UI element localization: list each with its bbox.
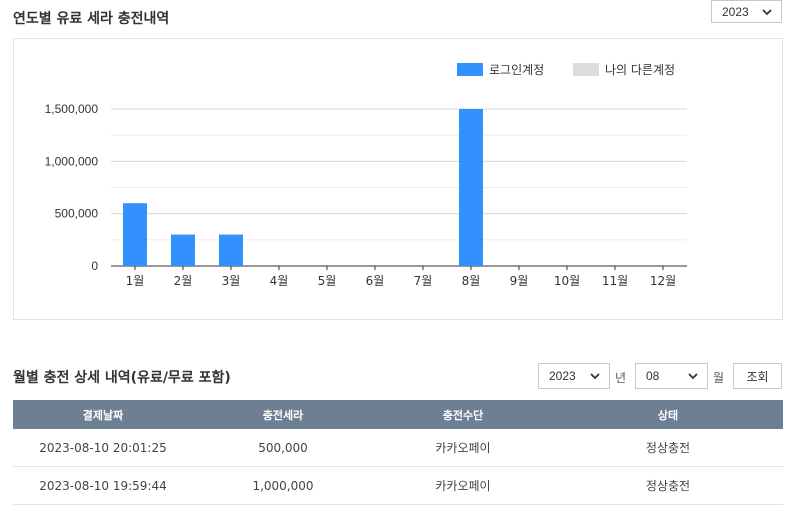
cell-date: 2023-08-10 19:59:44 bbox=[39, 478, 167, 493]
column-header-status: 상태 bbox=[657, 408, 679, 422]
x-tick-label: 1월 bbox=[126, 274, 145, 288]
cell-method: 카카오페이 bbox=[435, 479, 491, 493]
legend-item-login: 로그인계정 bbox=[457, 61, 544, 78]
cell-status: 정상충전 bbox=[645, 441, 691, 455]
chevron-down-icon bbox=[762, 9, 772, 16]
x-tick-label: 7월 bbox=[414, 274, 433, 288]
x-tick-label: 11월 bbox=[602, 274, 628, 288]
detail-year-select[interactable]: 2023 bbox=[538, 363, 610, 389]
cell-method: 카카오페이 bbox=[435, 441, 491, 455]
table-row: 2023-08-10 20:01:25 500,000 카카오페이 정상충전 bbox=[13, 429, 783, 467]
chart-canvas: 0 500,000 1,000,000 1,500,000 1월 2월 3월 4월 5월 6월 7월… bbox=[45, 102, 687, 288]
legend-swatch-login bbox=[457, 63, 483, 76]
legend-swatch-other bbox=[573, 63, 599, 76]
y-tick-label: 0 bbox=[91, 259, 98, 273]
table-header: 결제날짜 충전세라 충전수단 상태 bbox=[13, 400, 783, 429]
cell-status: 정상충전 bbox=[645, 479, 691, 493]
y-tick-label: 1,500,000 bbox=[45, 102, 99, 116]
month-unit-label: 월 bbox=[713, 371, 725, 385]
charge-detail-table: 결제날짜 충전세라 충전수단 상태 2023-08-10 20:01:25 50… bbox=[13, 400, 783, 505]
cell-date: 2023-08-10 20:01:25 bbox=[39, 440, 167, 455]
table-row: 2023-08-10 19:59:44 1,000,000 카카오페이 정상충전 bbox=[13, 467, 783, 505]
x-tick-label: 3월 bbox=[222, 274, 241, 288]
detail-year-value: 2023 bbox=[549, 369, 576, 383]
column-header-date: 결제날짜 bbox=[82, 408, 124, 422]
detail-month-value: 08 bbox=[646, 369, 660, 383]
bar-3월 bbox=[219, 234, 243, 266]
column-header-method: 충전수단 bbox=[442, 408, 484, 422]
yearly-section-title: 연도별 유료 세라 충전내역 bbox=[13, 11, 170, 27]
year-select-value: 2023 bbox=[722, 4, 749, 19]
chevron-down-icon bbox=[590, 373, 600, 380]
x-tick-label: 10월 bbox=[554, 274, 580, 288]
x-tick-label: 9월 bbox=[510, 274, 529, 288]
monthly-section-title: 월별 충전 상세 내역(유료/무료 포함) bbox=[13, 370, 231, 386]
search-button[interactable]: 조회 bbox=[733, 363, 782, 389]
year-select[interactable]: 2023 bbox=[711, 0, 782, 23]
detail-month-select[interactable]: 08 bbox=[635, 363, 708, 389]
bar-8월 bbox=[459, 109, 483, 266]
legend-item-other: 나의 다른계정 bbox=[573, 61, 675, 78]
x-tick-label: 5월 bbox=[318, 274, 337, 288]
y-tick-label: 1,000,000 bbox=[45, 154, 99, 168]
monthly-charge-chart: 로그인계정 나의 다른계정 0 500,000 1,000,000 1,500,000… bbox=[13, 38, 783, 320]
cell-amount: 1,000,000 bbox=[252, 478, 314, 493]
cell-amount: 500,000 bbox=[258, 440, 308, 455]
legend-label-other: 나의 다른계정 bbox=[605, 63, 676, 77]
column-header-amount: 충전세라 bbox=[262, 408, 304, 422]
x-tick-label: 12월 bbox=[650, 274, 676, 288]
x-tick-label: 4월 bbox=[270, 274, 289, 288]
chevron-down-icon bbox=[688, 373, 698, 380]
year-unit-label: 년 bbox=[615, 371, 627, 385]
legend-label-login: 로그인계정 bbox=[489, 63, 545, 77]
x-tick-label: 2월 bbox=[174, 274, 193, 288]
x-tick-label: 6월 bbox=[366, 274, 385, 288]
x-tick-label: 8월 bbox=[462, 274, 481, 288]
bar-2월 bbox=[171, 234, 195, 266]
y-tick-label: 500,000 bbox=[55, 207, 99, 221]
bar-1월 bbox=[123, 203, 147, 266]
